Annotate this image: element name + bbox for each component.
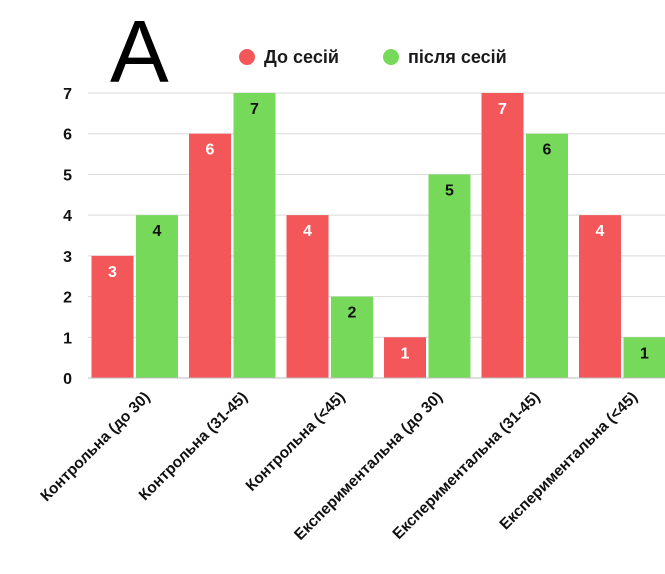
category-label: Контрольна (до 30) (37, 389, 153, 505)
y-tick-label: 5 (63, 167, 72, 184)
y-axis: 0 1 2 3 4 5 6 7 (63, 86, 72, 388)
y-tick-label: 1 (63, 330, 72, 347)
data-label: 4 (303, 223, 312, 240)
data-label: 6 (206, 142, 215, 159)
bar-after-1 (233, 93, 276, 378)
data-label: 5 (445, 182, 454, 199)
y-tick-label: 7 (63, 86, 72, 103)
data-label: 7 (498, 101, 507, 118)
chart-bars (91, 93, 665, 378)
y-tick-label: 4 (63, 208, 72, 225)
category-label: Контрольна (<45) (243, 389, 349, 495)
bar-before-5 (579, 215, 621, 378)
bar-after-2 (331, 296, 373, 378)
bar-after-4 (526, 133, 568, 378)
data-label: 4 (596, 223, 605, 240)
data-label: 2 (348, 305, 357, 322)
legend-swatch-0 (239, 49, 255, 65)
bar-before-0 (91, 255, 134, 378)
y-tick-label: 2 (63, 290, 72, 307)
data-label: 4 (153, 223, 162, 240)
category-label: Контрольна (31-45) (136, 389, 251, 504)
legend-label-0: До сесій (264, 47, 339, 67)
legend-swatch-1 (383, 49, 399, 65)
bar-before-3 (384, 337, 426, 378)
data-label: 6 (543, 142, 552, 159)
chart-data-labels: 3 4 6 7 4 2 1 5 7 6 4 1 (108, 101, 649, 362)
y-tick-label: 6 (63, 127, 72, 144)
bar-after-0 (136, 215, 178, 378)
x-axis: Контрольна (до 30)Контрольна (31-45)Конт… (37, 377, 665, 544)
bar-after-3 (428, 174, 471, 378)
bar-after-5 (623, 337, 665, 378)
chart-gridlines (88, 92, 665, 338)
legend-label-1: після сесій (408, 47, 507, 67)
y-tick-label: 3 (63, 249, 72, 266)
data-label: 3 (108, 264, 117, 281)
data-label: 1 (640, 345, 649, 362)
panel-letter: A (110, 2, 169, 101)
bar-before-4 (481, 93, 524, 378)
y-tick-label: 0 (63, 371, 72, 388)
data-label: 7 (250, 101, 259, 118)
chart-legend: До сесій після сесій (239, 47, 507, 67)
bar-before-1 (189, 133, 231, 378)
bar-before-2 (286, 215, 329, 378)
data-label: 1 (401, 345, 410, 362)
